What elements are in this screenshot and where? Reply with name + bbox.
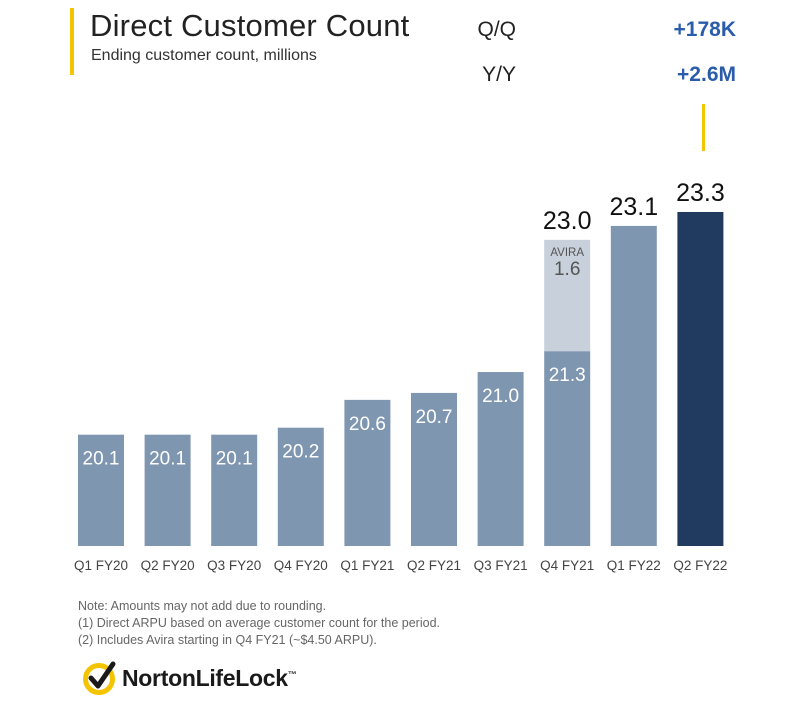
- bar-chart: Q1 FY20 20.1 Q2 FY20 20.1 Q3 FY20 20.1 Q4 FY20…: [74, 179, 727, 573]
- data-label-q1-fy22: 23.1: [609, 193, 658, 221]
- bar-q3-fy20: [211, 434, 258, 546]
- tick-label-q2-fy22: Q2 FY22: [673, 558, 727, 573]
- bar-q2-fy20: [144, 434, 191, 546]
- metric-yy-value: +2.6M: [677, 63, 736, 86]
- data-label-q2-fy22: 23.3: [676, 179, 725, 207]
- data-label-q2-fy20: 20.1: [149, 449, 186, 470]
- data-label-q2-fy21: 20.7: [416, 407, 453, 428]
- metric-qq-value: +178K: [673, 18, 736, 41]
- tick-label-q4-fy20: Q4 FY20: [274, 558, 328, 573]
- bar-segment-avira: [544, 239, 591, 352]
- bar-q1-fy21: [344, 399, 391, 546]
- bar-q1-fy22: [610, 225, 657, 546]
- data-label-q1-fy21: 20.6: [349, 414, 386, 435]
- data-label-q4-fy21: 21.3: [549, 365, 586, 386]
- chart-subtitle: Ending customer count, millions: [91, 47, 317, 64]
- chart-title: Direct Customer Count: [90, 8, 410, 43]
- data-label-q4-fy20: 20.2: [282, 442, 319, 463]
- tick-label-q1-fy20: Q1 FY20: [74, 558, 128, 573]
- bar-q3-fy21: [477, 372, 524, 546]
- tick-label-q2-fy20: Q2 FY20: [141, 558, 195, 573]
- footnote-rounding: Note: Amounts may not add due to roundin…: [78, 599, 327, 613]
- total-label-q4-fy21: 23.0: [543, 207, 592, 235]
- tick-label-q3-fy21: Q3 FY21: [474, 558, 528, 573]
- avira-segment-name: AVIRA: [550, 247, 584, 259]
- data-label-q3-fy20: 20.1: [216, 449, 253, 470]
- title-accent-bar: [70, 8, 74, 75]
- bar-q4-fy21: [544, 351, 591, 546]
- metric-yy-label: Y/Y: [482, 63, 516, 86]
- data-label-q1-fy20: 20.1: [83, 449, 120, 470]
- tick-label-q1-fy22: Q1 FY22: [607, 558, 661, 573]
- tick-label-q1-fy21: Q1 FY21: [340, 558, 394, 573]
- footnote-arpu: (1) Direct ARPU based on average custome…: [78, 616, 440, 630]
- footnotes: Note: Amounts may not add due to roundin…: [78, 598, 440, 649]
- norton-checkmark-icon: [83, 661, 116, 695]
- avira-segment-value: 1.6: [554, 259, 580, 280]
- bar-q2-fy21: [411, 392, 457, 546]
- norton-lifelock-logo: NortonLifeLock™: [82, 658, 297, 698]
- callout-line: [702, 104, 705, 151]
- bar-q4-fy20: [277, 427, 324, 546]
- bar-q2-fy22: [677, 212, 724, 546]
- tick-label-q4-fy21: Q4 FY21: [540, 558, 594, 573]
- tick-label-q3-fy20: Q3 FY20: [207, 558, 261, 573]
- metric-qq-label: Q/Q: [477, 18, 516, 41]
- data-label-q3-fy21: 21.0: [482, 386, 519, 407]
- logo-wordmark: NortonLifeLock™: [122, 664, 297, 691]
- tick-label-q2-fy21: Q2 FY21: [407, 558, 461, 573]
- bar-q1-fy20: [78, 434, 124, 546]
- footnote-avira: (2) Includes Avira starting in Q4 FY21 (…: [78, 633, 377, 647]
